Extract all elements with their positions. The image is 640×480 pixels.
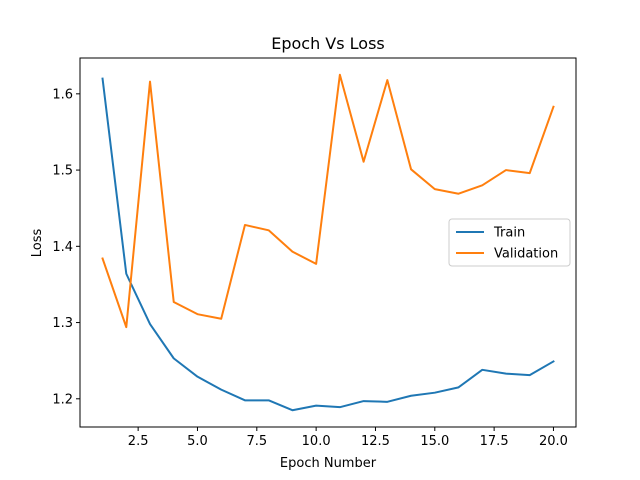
x-tick-label: 17.5	[480, 434, 509, 449]
y-tick-label: 1.4	[52, 240, 73, 255]
x-tick-label: 10.0	[302, 434, 331, 449]
validation-series-line	[101, 73, 555, 329]
legend-label-validation: Validation	[494, 247, 558, 262]
y-tick-label: 1.2	[52, 392, 73, 407]
chart-title: Epoch Vs Loss	[271, 34, 385, 53]
plot-frame	[79, 57, 577, 428]
train-series-line	[101, 77, 555, 412]
x-axis-label: Epoch Number	[280, 456, 377, 471]
x-tick-label: 2.5	[128, 434, 149, 449]
x-tick-label: 15.0	[420, 434, 449, 449]
y-tick-label: 1.6	[52, 87, 73, 102]
plot-lines	[101, 73, 555, 412]
y-axis-ticks: 1.2 1.3 1.4 1.5 1.6	[52, 87, 80, 407]
legend-box	[448, 218, 571, 267]
y-axis-label: Loss	[30, 229, 45, 258]
y-tick-label: 1.3	[52, 316, 73, 331]
x-tick-label: 20.0	[539, 434, 568, 449]
x-tick-label: 12.5	[361, 434, 390, 449]
y-tick-label: 1.5	[52, 164, 73, 179]
legend-label-train: Train	[493, 226, 525, 241]
x-tick-label: 7.5	[246, 434, 267, 449]
chart-legend: Train Validation	[448, 218, 571, 267]
x-axis-ticks: 2.5 5.0 7.5 10.0 12.5 15.0 17.5 20.0	[128, 427, 568, 449]
x-tick-label: 5.0	[187, 434, 208, 449]
